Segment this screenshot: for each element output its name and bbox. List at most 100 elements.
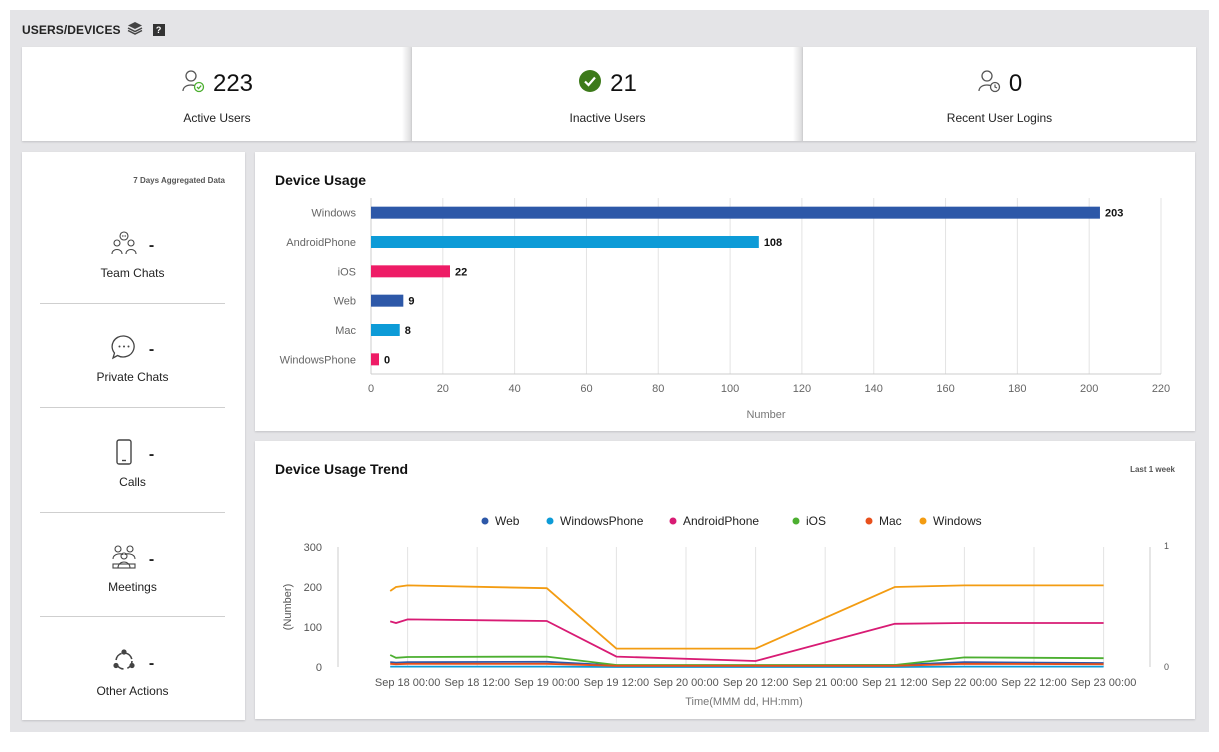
aggregated-panel: 7 Days Aggregated Data - Team Chats bbox=[22, 152, 245, 720]
data-label: 108 bbox=[764, 237, 782, 249]
legend-marker bbox=[482, 518, 489, 525]
inactive-users-label: Inactive Users bbox=[412, 111, 803, 125]
meeting-group-icon bbox=[111, 544, 137, 575]
x-tick-label: 40 bbox=[509, 383, 521, 395]
category-label: Mac bbox=[335, 325, 356, 337]
legend-marker bbox=[547, 518, 554, 525]
active-users-label: Active Users bbox=[22, 111, 412, 125]
chat-bubble-icon bbox=[111, 334, 137, 365]
section-title: USERS/DEVICES bbox=[22, 23, 121, 37]
y-tick-label: 200 bbox=[304, 582, 322, 594]
legend-label: Mac bbox=[879, 514, 902, 528]
x-tick-label: Sep 20 00:00 bbox=[653, 677, 718, 689]
x-tick-label: 200 bbox=[1080, 383, 1098, 395]
phone-icon bbox=[111, 439, 137, 470]
x-tick-label: 80 bbox=[652, 383, 664, 395]
x-tick-label: 220 bbox=[1152, 383, 1170, 395]
legend-label: iOS bbox=[806, 514, 826, 528]
aggregated-label: 7 Days Aggregated Data bbox=[133, 176, 225, 185]
x-tick-label: 0 bbox=[368, 383, 374, 395]
user-check-icon bbox=[181, 69, 205, 98]
category-label: Windows bbox=[311, 208, 356, 220]
section-header: USERS/DEVICES ? bbox=[22, 21, 165, 39]
active-users-card: 223 Active Users bbox=[22, 47, 412, 141]
x-axis-title: Time(MMM dd, HH:mm) bbox=[685, 696, 803, 708]
data-label: 22 bbox=[455, 266, 467, 278]
divider bbox=[40, 616, 225, 617]
calls-value: - bbox=[149, 446, 154, 464]
legend-marker bbox=[670, 518, 677, 525]
x-tick-label: Sep 22 12:00 bbox=[1001, 677, 1066, 689]
y-tick-label: 0 bbox=[316, 662, 322, 674]
x-axis-title: Number bbox=[746, 409, 785, 421]
x-tick-label: 160 bbox=[936, 383, 954, 395]
private-chats-metric[interactable]: - Private Chats bbox=[40, 334, 225, 438]
legend-label: Web bbox=[495, 514, 520, 528]
data-label: 8 bbox=[405, 325, 411, 337]
recent-logins-label: Recent User Logins bbox=[803, 111, 1196, 125]
legend-label: AndroidPhone bbox=[683, 514, 759, 528]
y-tick-label: 100 bbox=[304, 622, 322, 634]
y2-tick-label: 0 bbox=[1164, 662, 1169, 672]
x-tick-label: 140 bbox=[865, 383, 883, 395]
divider bbox=[40, 512, 225, 513]
x-tick-label: Sep 18 00:00 bbox=[375, 677, 440, 689]
recent-logins-count: 0 bbox=[1009, 70, 1022, 98]
x-tick-label: Sep 22 00:00 bbox=[932, 677, 997, 689]
legend-label: WindowsPhone bbox=[560, 514, 644, 528]
category-label: iOS bbox=[338, 266, 356, 278]
category-label: WindowsPhone bbox=[280, 354, 356, 366]
bar bbox=[371, 207, 1100, 219]
y-tick-label: 300 bbox=[304, 542, 322, 554]
calls-metric[interactable]: - Calls bbox=[40, 439, 225, 543]
series-line-androidphone bbox=[390, 619, 1103, 661]
legend-marker bbox=[866, 518, 873, 525]
x-tick-label: Sep 19 00:00 bbox=[514, 677, 579, 689]
x-tick-label: 20 bbox=[437, 383, 449, 395]
data-label: 0 bbox=[384, 354, 390, 366]
meetings-metric[interactable]: - Meetings bbox=[40, 544, 225, 648]
y2-tick-label: 1 bbox=[1164, 541, 1169, 551]
x-tick-label: Sep 21 00:00 bbox=[792, 677, 857, 689]
legend-label: Windows bbox=[933, 514, 982, 528]
x-tick-label: Sep 21 12:00 bbox=[862, 677, 927, 689]
legend-marker bbox=[793, 518, 800, 525]
x-tick-label: 100 bbox=[721, 383, 739, 395]
category-label: Web bbox=[334, 296, 356, 308]
team-chats-label: Team Chats bbox=[40, 266, 225, 280]
user-clock-icon bbox=[977, 69, 1001, 98]
other-actions-metric[interactable]: - Other Actions bbox=[40, 648, 225, 752]
check-circle-icon bbox=[578, 69, 602, 98]
private-chats-value: - bbox=[149, 341, 154, 359]
inactive-users-card: 21 Inactive Users bbox=[412, 47, 803, 141]
y-axis-title: (Number) bbox=[282, 584, 294, 630]
bar bbox=[371, 295, 403, 307]
series-line-windows bbox=[390, 585, 1103, 648]
other-actions-label: Other Actions bbox=[40, 684, 225, 698]
help-icon[interactable]: ? bbox=[153, 24, 165, 36]
dashboard-background: USERS/DEVICES ? 223 Active Users bbox=[10, 10, 1209, 732]
share-nodes-icon bbox=[111, 648, 137, 679]
device-trend-chart: Web WindowsPhone AndroidPhone iOS Mac Windows… bbox=[255, 441, 1195, 719]
bar bbox=[371, 236, 759, 248]
bar bbox=[371, 353, 379, 365]
divider bbox=[40, 407, 225, 408]
x-tick-label: 60 bbox=[580, 383, 592, 395]
x-tick-label: Sep 19 12:00 bbox=[584, 677, 649, 689]
other-actions-value: - bbox=[149, 655, 154, 673]
x-tick-label: Sep 20 12:00 bbox=[723, 677, 788, 689]
legend-marker bbox=[920, 518, 927, 525]
divider bbox=[40, 303, 225, 304]
recent-logins-card: 0 Recent User Logins bbox=[803, 47, 1196, 141]
bar bbox=[371, 324, 400, 336]
meetings-label: Meetings bbox=[40, 580, 225, 594]
team-chats-icon bbox=[111, 230, 137, 261]
data-label: 9 bbox=[408, 296, 414, 308]
x-tick-label: Sep 23 00:00 bbox=[1071, 677, 1136, 689]
layers-icon[interactable] bbox=[127, 21, 143, 40]
calls-label: Calls bbox=[40, 475, 225, 489]
team-chats-metric[interactable]: - Team Chats bbox=[40, 230, 225, 334]
